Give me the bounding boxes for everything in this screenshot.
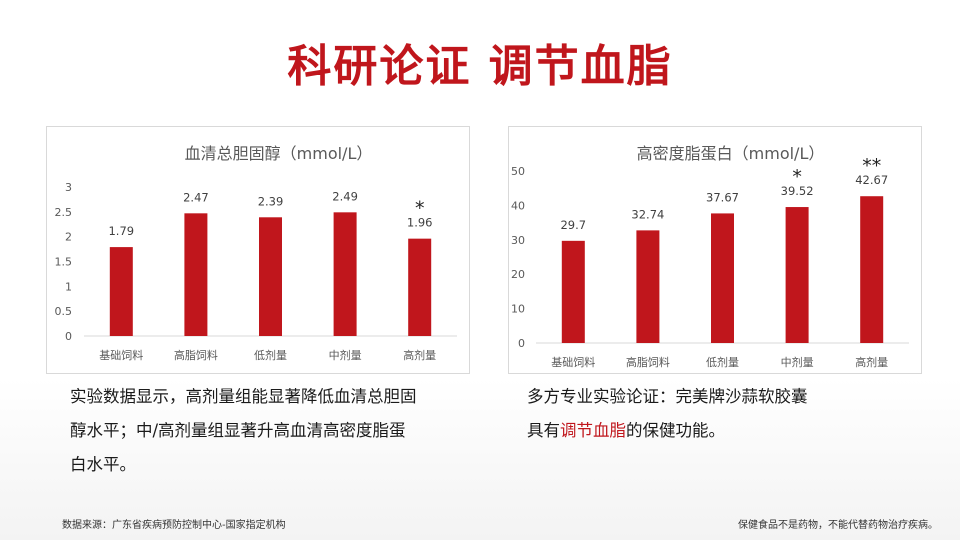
y-tick-label: 50: [511, 165, 525, 178]
page-title: 科研论证 调节血脂: [287, 41, 673, 92]
y-tick-label: 20: [511, 268, 525, 281]
bar: [333, 212, 357, 336]
chart-title: 高密度脂蛋白（mmol/L）: [637, 144, 825, 163]
data-label: 2.49: [332, 189, 358, 203]
bar: [860, 196, 884, 343]
category-label: 高剂量: [855, 355, 888, 369]
description-right-suffix: 的保健功能。: [626, 421, 725, 440]
description-right-line-2: 具有调节血脂的保健功能。: [527, 414, 927, 448]
bar: [408, 238, 432, 336]
bar: [785, 207, 809, 343]
category-label: 低剂量: [254, 348, 287, 362]
y-tick-label: 0: [518, 337, 525, 350]
data-label: 42.67: [855, 173, 888, 187]
chart-hdl-svg: 高密度脂蛋白（mmol/L） 0 10 20 30 40 50 29.7 基础饲料 32.74 高脂…: [511, 144, 909, 369]
category-label: 高脂饲料: [626, 355, 670, 369]
data-label: 29.7: [560, 218, 586, 232]
chart-cholesterol-svg: 血清总胆固醇（mmol/L） 0 0.5 1 1.5 2 2.5 3 1.79 基础饲料 2.47 高…: [55, 144, 457, 362]
category-label: 中剂量: [781, 355, 814, 369]
description-right-prefix: 具有: [527, 421, 560, 440]
category-label: 基础饲料: [99, 348, 143, 362]
description-left-line-3: 白水平。: [70, 455, 136, 474]
data-label: 32.74: [631, 207, 664, 221]
bar: [184, 213, 208, 336]
data-label: 37.67: [706, 190, 739, 204]
y-tick-label: 10: [511, 303, 525, 316]
bar: [711, 213, 734, 343]
significance-mark: *: [792, 166, 802, 188]
bar: [259, 217, 282, 336]
chart-cholesterol: 血清总胆固醇（mmol/L） 0 0.5 1 1.5 2 2.5 3 1.79 基础饲料 2.47 高…: [46, 126, 470, 374]
data-label: 1.79: [108, 224, 134, 238]
description-left-line-1: 实验数据显示，高剂量组能显著降低血清总胆固: [70, 387, 417, 406]
bar: [561, 240, 585, 343]
description-left-line-2: 醇水平；中/高剂量组显著升高血清高密度脂蛋: [70, 421, 406, 440]
category-label: 中剂量: [329, 348, 362, 362]
y-tick-label: 1: [65, 280, 72, 293]
data-label: 2.47: [183, 190, 209, 204]
chart-hdl: 高密度脂蛋白（mmol/L） 0 10 20 30 40 50 29.7 基础饲料 32.74 高脂…: [508, 126, 922, 374]
y-tick-label: 2.5: [55, 206, 73, 219]
data-source-note: 数据来源：广东省疾病预防控制中心-国家指定机构: [62, 520, 286, 531]
y-tick-label: 3: [65, 181, 72, 194]
data-label: 39.52: [781, 184, 814, 198]
disclaimer-note: 保健食品不是药物，不能代替药物治疗疾病。: [738, 520, 938, 531]
data-label: 2.39: [258, 194, 284, 208]
y-tick-label: 1.5: [55, 256, 73, 269]
description-left: 实验数据显示，高剂量组能显著降低血清总胆固 醇水平；中/高剂量组显著升高血清高密…: [70, 380, 470, 482]
category-label: 基础饲料: [551, 355, 595, 369]
significance-mark: *: [415, 198, 425, 220]
bar: [109, 247, 133, 336]
category-label: 高剂量: [403, 348, 436, 362]
description-right-line-1: 多方专业实验论证：完美牌沙蒜软胶囊: [527, 387, 808, 406]
y-tick-label: 30: [511, 234, 525, 247]
y-tick-label: 0: [65, 330, 72, 343]
y-tick-label: 2: [65, 231, 72, 244]
significance-mark: **: [862, 155, 881, 177]
description-right-highlight: 调节血脂: [560, 421, 626, 440]
category-label: 高脂饲料: [174, 348, 218, 362]
y-tick-label: 40: [511, 199, 525, 212]
description-right: 多方专业实验论证：完美牌沙蒜软胶囊 具有调节血脂的保健功能。: [527, 380, 927, 448]
chart-title: 血清总胆固醇（mmol/L）: [185, 144, 373, 163]
y-tick-label: 0.5: [55, 305, 73, 318]
category-label: 低剂量: [706, 355, 739, 369]
bar: [636, 230, 660, 343]
data-label: 1.96: [407, 216, 433, 230]
